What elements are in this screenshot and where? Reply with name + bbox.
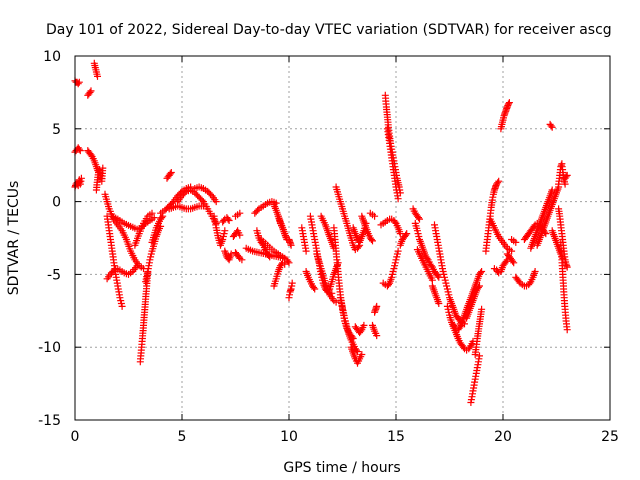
- series-s66-markers: [467, 352, 483, 406]
- series-s18-markers: [165, 202, 207, 213]
- series-s35-markers: [285, 236, 295, 249]
- series-s78-markers: [546, 120, 556, 131]
- axis-ticks: 0 5 10 15 20 25 10 5 0 -5 -10 -15: [38, 49, 619, 445]
- series-s24-markers: [229, 227, 244, 240]
- series-s23-markers: [221, 247, 235, 264]
- series-s70-markers: [490, 256, 511, 277]
- series-s12-markers: [131, 209, 156, 249]
- series-s77-markers: [533, 183, 563, 249]
- series-s46-markers: [332, 183, 364, 254]
- y-tick-label: -15: [38, 413, 61, 429]
- series-s04-markers: [84, 87, 95, 99]
- y-tick-label: 0: [52, 195, 61, 211]
- series-s32-markers: [274, 212, 291, 243]
- series-s73-markers: [508, 236, 520, 246]
- series-s01-markers: [71, 77, 83, 88]
- series-s82-markers: [557, 238, 571, 334]
- x-tick-label: 10: [280, 429, 298, 445]
- series-s51-markers: [371, 302, 381, 316]
- y-axis-label: SDTVAR / TECUs: [6, 181, 22, 296]
- series-s25-markers: [232, 249, 246, 264]
- series-s20-markers: [191, 183, 220, 206]
- series-s10-markers: [103, 262, 141, 283]
- plot-frame: [74, 55, 611, 421]
- series-s07-markers: [92, 164, 107, 194]
- series-s72-markers: [503, 250, 518, 267]
- series-s02-markers: [71, 144, 84, 156]
- series-s05-markers: [90, 59, 101, 80]
- series-s09-markers: [103, 212, 126, 310]
- x-tick-label: 15: [387, 429, 405, 445]
- series-s65-markers: [463, 282, 483, 322]
- series-s59-markers: [413, 246, 436, 284]
- series-s43-markers: [336, 294, 361, 356]
- x-tick-label: 20: [494, 429, 512, 445]
- series-s44-markers: [347, 343, 366, 367]
- series-s54-markers: [377, 215, 404, 238]
- series-s30-markers: [257, 236, 293, 267]
- series-s17-markers: [163, 169, 175, 182]
- y-tick-label: 10: [43, 49, 61, 65]
- series-s08-markers: [101, 190, 147, 273]
- series-s45-markers: [351, 321, 368, 337]
- series-s57-markers: [409, 205, 423, 223]
- series-s48-markers: [358, 212, 376, 245]
- series-s36-markers: [298, 224, 310, 255]
- series-s71-markers: [497, 99, 513, 133]
- x-tick-label: 0: [71, 429, 80, 445]
- series-s83-markers: [561, 171, 571, 182]
- y-tick-label: -5: [47, 267, 61, 283]
- series-s15-markers: [148, 212, 167, 246]
- series-s55-markers: [379, 247, 402, 290]
- series-s33-markers: [270, 259, 289, 290]
- series-s60-markers: [428, 282, 443, 307]
- series-s76-markers: [527, 186, 556, 252]
- series-s26-markers: [232, 209, 244, 220]
- x-axis-label: GPS time / hours: [283, 460, 400, 476]
- series-s49-markers: [366, 209, 379, 220]
- series-s22-markers: [219, 214, 233, 226]
- series-s13-markers: [136, 269, 152, 366]
- y-tick-label: 5: [52, 122, 61, 138]
- chart-title: Day 101 of 2022, Sidereal Day-to-day VTE…: [46, 22, 612, 38]
- series-s74-markers: [512, 268, 539, 290]
- series-s69-markers: [486, 215, 516, 255]
- series-s39-markers: [313, 250, 340, 306]
- x-tick-label: 5: [178, 429, 187, 445]
- series-s21-markers: [210, 212, 229, 249]
- series-s34-markers: [285, 279, 296, 302]
- data-points: [71, 59, 571, 406]
- series-s53-markers: [383, 125, 402, 203]
- series-s37-markers: [302, 268, 319, 293]
- series-s03-markers: [71, 174, 85, 191]
- series-s64-markers: [456, 268, 486, 328]
- series-s50-markers: [369, 321, 381, 340]
- series-s68-markers: [482, 177, 503, 255]
- series-s58-markers: [411, 219, 443, 281]
- series-s61-markers: [431, 221, 468, 328]
- x-tick-label: 25: [601, 429, 619, 445]
- series-s67-markers: [471, 305, 486, 358]
- y-tick-label: -10: [38, 340, 61, 356]
- series-s56-markers: [396, 230, 411, 249]
